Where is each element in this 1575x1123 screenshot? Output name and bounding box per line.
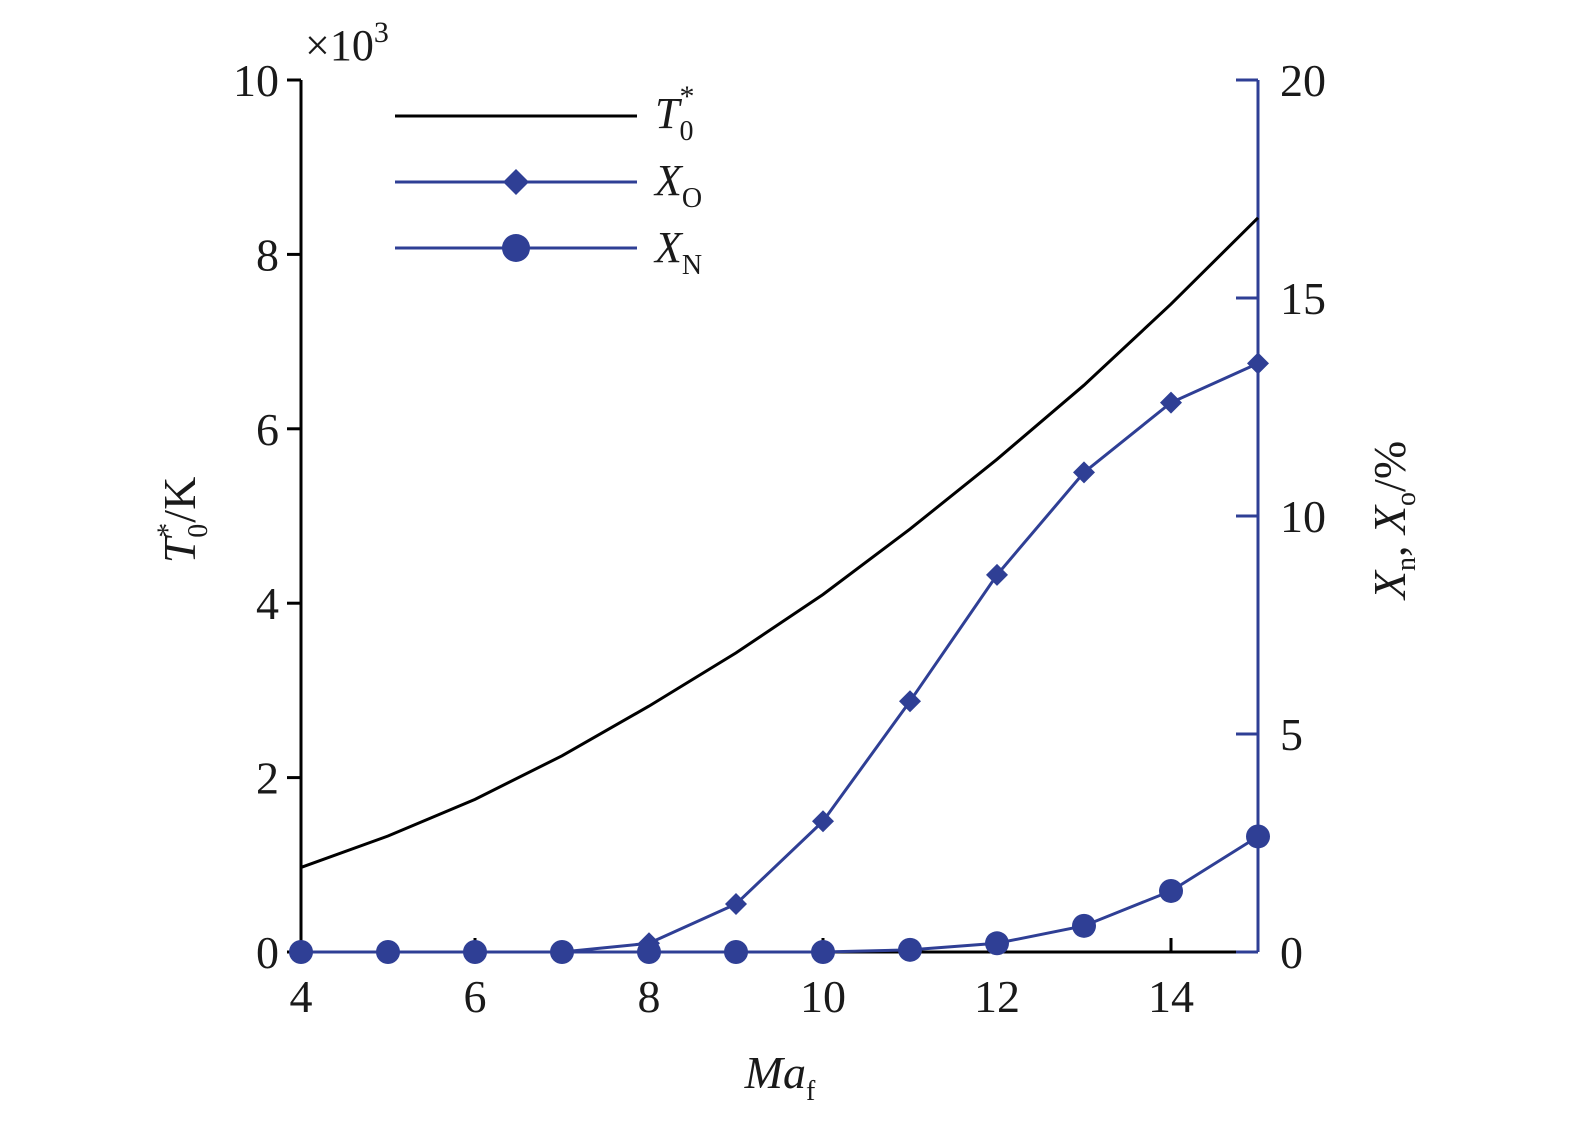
series-1-point-7 — [899, 690, 921, 713]
series-2-point-9 — [1072, 913, 1096, 938]
series-2-point-5 — [724, 940, 748, 964]
series-2-point-7 — [898, 937, 922, 962]
x-tick-label-6: 6 — [464, 971, 487, 1022]
x-tick-label-4: 4 — [290, 971, 313, 1022]
series-1-point-9 — [1073, 461, 1095, 484]
x-axis-title: Maf — [744, 1047, 816, 1107]
legend-item-t0: T0* — [395, 80, 694, 147]
series-2-point-2 — [463, 940, 487, 964]
series-2-point-3 — [550, 940, 574, 964]
right-tick-label-5: 5 — [1280, 709, 1303, 760]
series-1-point-6 — [812, 810, 834, 833]
x-tick-label-10: 10 — [800, 971, 846, 1022]
series-1-point-5 — [725, 893, 747, 916]
legend-item-xn: XN — [395, 223, 702, 281]
right-axis-ticks: 0 5 10 15 20 — [1236, 55, 1326, 978]
series-layer — [289, 216, 1270, 964]
legend-marker-xo — [503, 169, 529, 195]
series-2-point-6 — [811, 940, 835, 964]
legend-marker-xn — [502, 234, 530, 262]
series-1-point-11 — [1247, 352, 1269, 375]
x-axis-ticks: 4 6 8 10 12 14 — [290, 938, 1194, 1022]
left-tick-label-10: 10 — [233, 55, 279, 106]
legend-item-xo: XO — [395, 156, 702, 214]
series-line-1 — [301, 362, 1259, 954]
series-1-point-10 — [1160, 391, 1182, 414]
left-tick-label-2: 2 — [256, 753, 279, 804]
x-tick-label-14: 14 — [1148, 971, 1194, 1022]
left-tick-label-6: 6 — [256, 404, 279, 455]
series-1-point-8 — [986, 563, 1008, 586]
right-tick-label-20: 20 — [1280, 55, 1326, 106]
legend-label-t0: T0* — [655, 80, 694, 147]
left-tick-label-8: 8 — [256, 229, 279, 280]
series-2-point-1 — [376, 940, 400, 964]
left-tick-label-0: 0 — [256, 927, 279, 978]
series-2-point-11 — [1246, 824, 1270, 849]
series-line-2 — [301, 835, 1259, 954]
series-2-point-4 — [637, 940, 661, 964]
legend-label-xo: XO — [653, 156, 702, 214]
right-tick-label-15: 15 — [1280, 273, 1326, 324]
series-2-point-8 — [985, 931, 1009, 956]
series-2-point-10 — [1159, 878, 1183, 903]
series-line-0 — [300, 216, 1260, 869]
series-2-point-0 — [289, 940, 313, 964]
x-tick-label-8: 8 — [638, 971, 661, 1022]
right-axis-title: Xn, Xo/% — [1364, 441, 1422, 601]
right-tick-label-10: 10 — [1280, 491, 1326, 542]
left-tick-label-4: 4 — [256, 578, 279, 629]
legend-label-xn: XN — [653, 223, 702, 281]
right-tick-label-0: 0 — [1280, 927, 1303, 978]
left-axis-title: T0*/K — [151, 477, 214, 564]
x-tick-label-12: 12 — [974, 971, 1020, 1022]
left-axis-ticks: 0 2 4 6 8 10 — [233, 55, 301, 978]
left-axis-multiplier: ×103 — [305, 16, 389, 70]
legend: T0* XO XN — [395, 80, 702, 281]
